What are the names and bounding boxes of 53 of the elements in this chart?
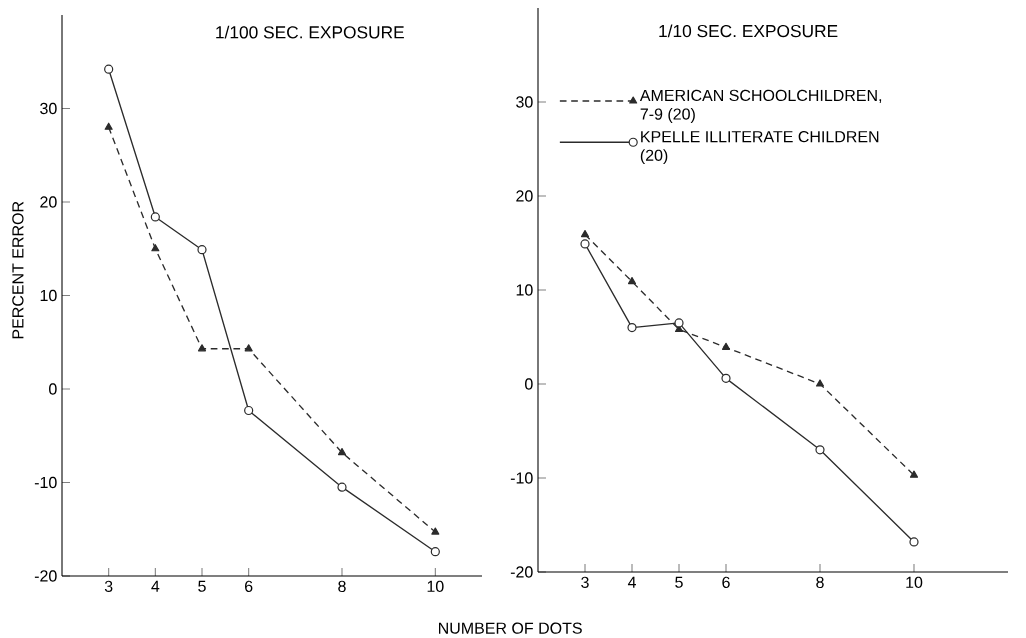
point bbox=[337, 482, 347, 492]
point bbox=[244, 405, 254, 416]
y-tick-label: 10 bbox=[516, 284, 533, 296]
y-tick-label: 30 bbox=[516, 96, 533, 108]
point bbox=[197, 245, 207, 255]
y-tick-label: 20 bbox=[516, 190, 533, 202]
legend-label: AMERICAN SCHOOLCHILDREN, 7-9 (20) bbox=[639, 89, 882, 123]
y-axis-title: PERCENT ERROR bbox=[12, 201, 24, 339]
point bbox=[721, 342, 731, 350]
point bbox=[431, 527, 440, 535]
x-tick-label: 8 bbox=[338, 580, 346, 593]
x-tick-label: 3 bbox=[104, 580, 113, 593]
y-tick-label: -10 bbox=[510, 472, 533, 484]
point bbox=[815, 379, 825, 387]
point bbox=[430, 547, 440, 557]
y-tick-label: -20 bbox=[34, 570, 57, 582]
x-tick-label: 5 bbox=[198, 580, 206, 592]
point bbox=[580, 239, 590, 249]
legend-label: KPELLE ILLITERATE CHILDREN (20) bbox=[640, 130, 879, 165]
y-tick-label: 0 bbox=[525, 378, 533, 390]
y-tick-label: 0 bbox=[49, 383, 57, 395]
y-tick-label: -10 bbox=[34, 476, 57, 489]
point bbox=[627, 322, 637, 333]
x-tick-label: 6 bbox=[245, 580, 253, 593]
x-tick-label: 8 bbox=[816, 576, 824, 589]
point bbox=[244, 344, 253, 352]
point bbox=[815, 445, 825, 455]
point bbox=[674, 318, 684, 328]
x-tick-label: 3 bbox=[581, 576, 589, 589]
point bbox=[580, 229, 590, 238]
point bbox=[151, 244, 160, 252]
point bbox=[627, 276, 637, 285]
point bbox=[197, 344, 207, 352]
y-tick-label: 20 bbox=[40, 196, 57, 208]
point bbox=[104, 64, 114, 74]
point bbox=[104, 122, 113, 130]
y-tick-label: -20 bbox=[510, 566, 533, 578]
x-axis-title: NUMBER OF DOTS bbox=[439, 622, 582, 634]
x-tick-label: 6 bbox=[722, 576, 730, 589]
point bbox=[721, 373, 731, 383]
point bbox=[337, 447, 347, 456]
point bbox=[150, 212, 160, 222]
x-tick-label: 4 bbox=[627, 576, 636, 588]
y-tick-label: 30 bbox=[40, 102, 57, 115]
point bbox=[909, 470, 919, 478]
x-tick-label: 10 bbox=[427, 580, 444, 593]
x-tick-label: 5 bbox=[675, 576, 683, 588]
text: 1/10 SEC. EXPOSURE bbox=[659, 24, 838, 38]
chart-title: 1/100 SEC. EXPOSURE bbox=[216, 25, 404, 39]
y-tick-label: 10 bbox=[40, 289, 57, 302]
x-tick-label: 4 bbox=[151, 580, 160, 592]
x-tick-label: 10 bbox=[906, 576, 923, 589]
point bbox=[909, 537, 919, 547]
